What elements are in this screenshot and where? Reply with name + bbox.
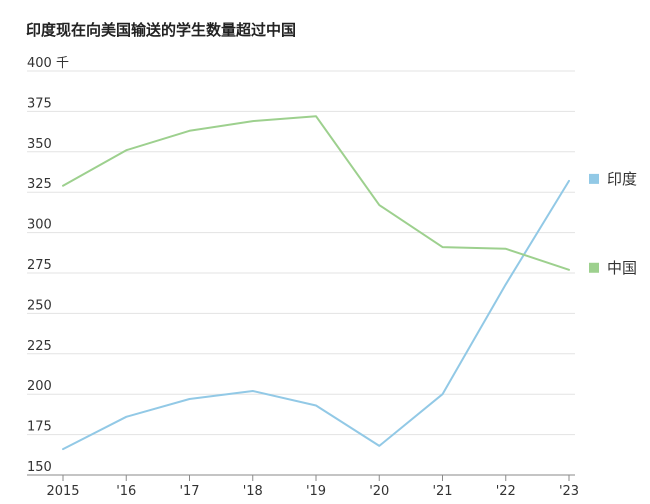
legend-swatch <box>589 173 599 184</box>
y-tick-label: 250 <box>27 298 52 313</box>
legend-label: 中国 <box>607 259 637 277</box>
x-tick-label: '16 <box>116 484 136 499</box>
chart-title: 印度现在向美国输送的学生数量超过中国 <box>26 21 297 39</box>
y-tick-label: 275 <box>27 258 52 273</box>
y-tick-label: 150 <box>27 460 52 475</box>
y-tick-label: 400 千 <box>27 56 69 71</box>
series-line-0 <box>62 179 570 451</box>
y-tick-label: 175 <box>27 420 52 435</box>
legend-swatch <box>589 262 599 273</box>
y-tick-label: 300 <box>27 218 52 233</box>
x-tick-label: '19 <box>306 484 326 499</box>
y-tick-label: 375 <box>27 96 52 111</box>
legend-label: 印度 <box>607 170 637 188</box>
x-tick-label: '21 <box>432 484 452 499</box>
series-line-1 <box>62 115 570 271</box>
x-tick-label: '20 <box>369 484 389 499</box>
x-tick-label: '22 <box>496 484 516 499</box>
y-tick-label: 200 <box>27 379 52 394</box>
x-tick-label: '18 <box>243 484 263 499</box>
y-tick-label: 225 <box>27 339 52 354</box>
x-tick-label: '17 <box>179 484 199 499</box>
x-tick-label: '23 <box>559 484 579 499</box>
y-tick-label: 350 <box>27 137 52 152</box>
x-tick-label: 2015 <box>46 484 79 499</box>
y-tick-label: 325 <box>27 177 52 192</box>
